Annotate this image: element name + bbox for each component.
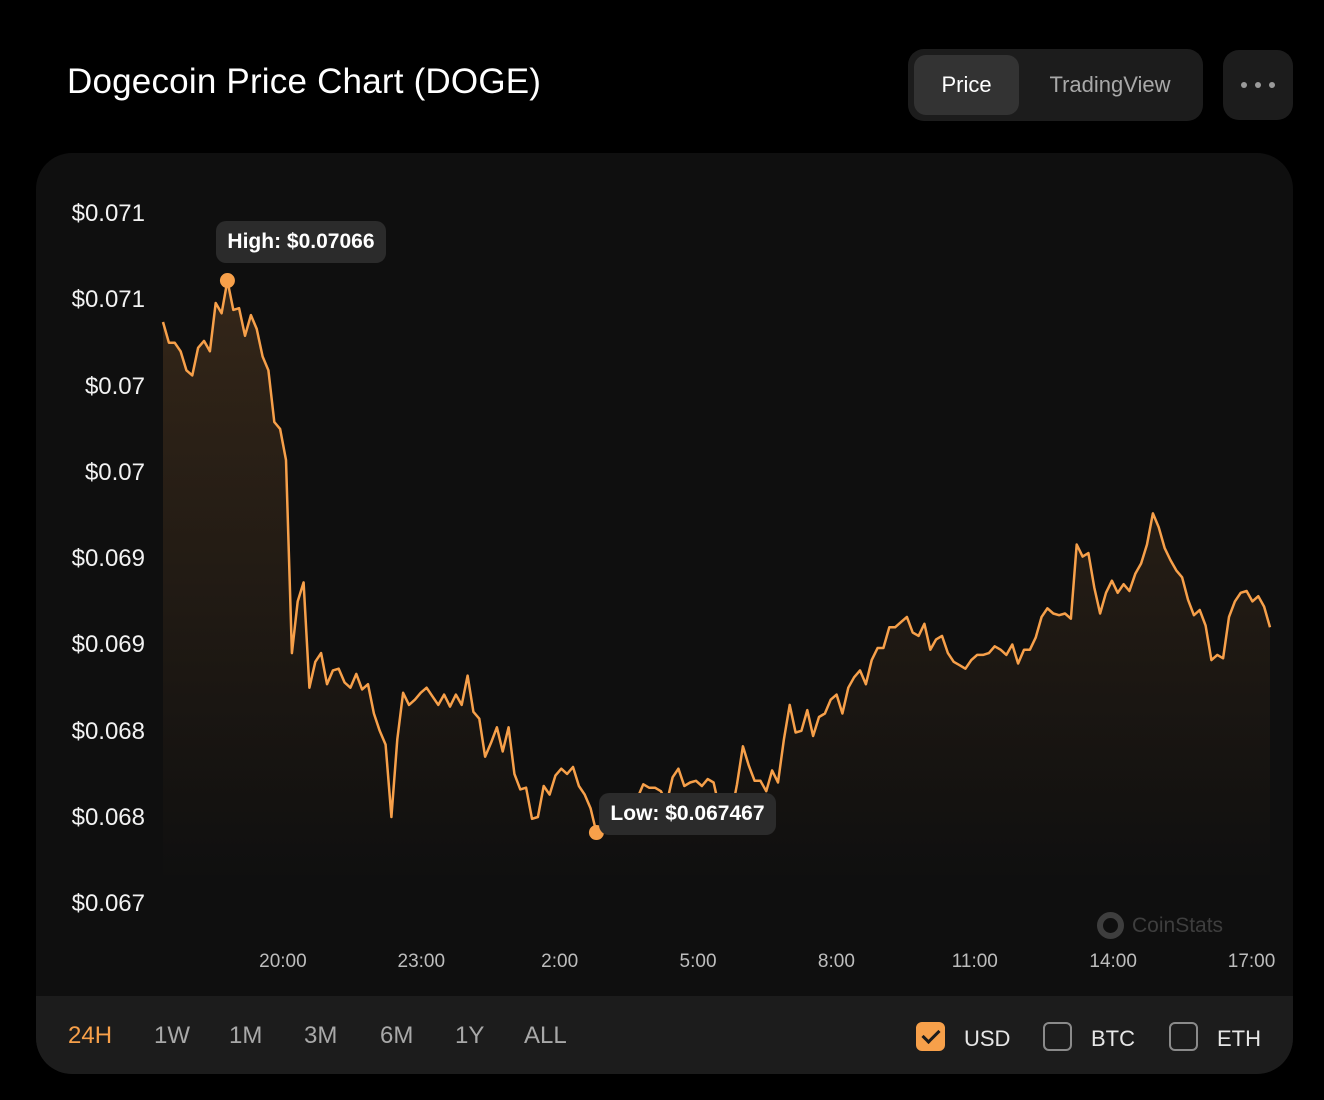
x-axis-tick-label: 11:00 [951,951,998,972]
eth-label: ETH [1217,1026,1261,1051]
price-area-fill [163,280,1270,884]
range-1w[interactable]: 1W [154,1022,190,1049]
range-1m[interactable]: 1M [229,1022,263,1049]
page-title: Dogecoin Price Chart (DOGE) [67,62,542,101]
y-axis-tick-label: $0.07 [84,372,145,400]
x-axis-tick-label: 23:00 [397,951,446,972]
btc-label: BTC [1091,1026,1135,1051]
x-axis-tick-label: 2:00 [541,951,579,972]
more-options-button[interactable] [1223,50,1293,120]
x-axis-tick-label: 8:00 [817,951,855,972]
y-axis-tick-label: $0.071 [71,200,145,227]
y-axis-tick-label: $0.068 [71,717,145,745]
tab-price[interactable]: Price [914,55,1019,115]
low-annotation: Low: $0.067467 [599,792,776,835]
chart-controls: 24H 1W 1M 3M 6M 1Y ALL USD BTC ETH [36,996,1293,1074]
price-chart[interactable] [36,153,1293,996]
coinstats-watermark: CoinStats [1097,912,1223,939]
tab-tradingview[interactable]: TradingView [1049,72,1171,97]
range-1y[interactable]: 1Y [455,1022,485,1049]
x-axis-tick-label: 5:00 [679,951,717,972]
x-axis-tick-label: 17:00 [1227,951,1276,972]
view-toggle: Price TradingView [908,49,1203,121]
y-axis-tick-label: $0.068 [71,803,145,831]
range-all[interactable]: ALL [524,1022,567,1049]
high-annotation: High: $0.07066 [216,220,386,263]
coinstats-logo-icon [1097,912,1124,939]
usd-checkbox[interactable] [916,1022,945,1051]
y-axis-tick-label: $0.067 [71,890,145,917]
y-axis-tick-label: $0.069 [71,545,145,572]
y-axis-tick-label: $0.071 [71,286,145,314]
range-3m[interactable]: 3M [304,1022,338,1049]
eth-checkbox[interactable] [1169,1022,1198,1051]
usd-label: USD [964,1026,1011,1051]
x-axis-tick-label: 20:00 [259,951,307,972]
ellipsis-icon [1237,82,1279,88]
high-point-marker [219,273,235,289]
chart-card: $0.071 $0.071 $0.07 $0.07 $0.069 $0.069 $0.068… [36,153,1293,1074]
y-axis-tick-label: $0.07 [84,458,145,486]
x-axis-tick-label: 14:00 [1089,951,1137,972]
watermark-text: CoinStats [1132,913,1224,937]
range-6m[interactable]: 6M [380,1022,414,1049]
y-axis-tick-label: $0.069 [71,631,145,659]
btc-checkbox[interactable] [1043,1022,1072,1051]
range-24h[interactable]: 24H [68,1022,113,1049]
